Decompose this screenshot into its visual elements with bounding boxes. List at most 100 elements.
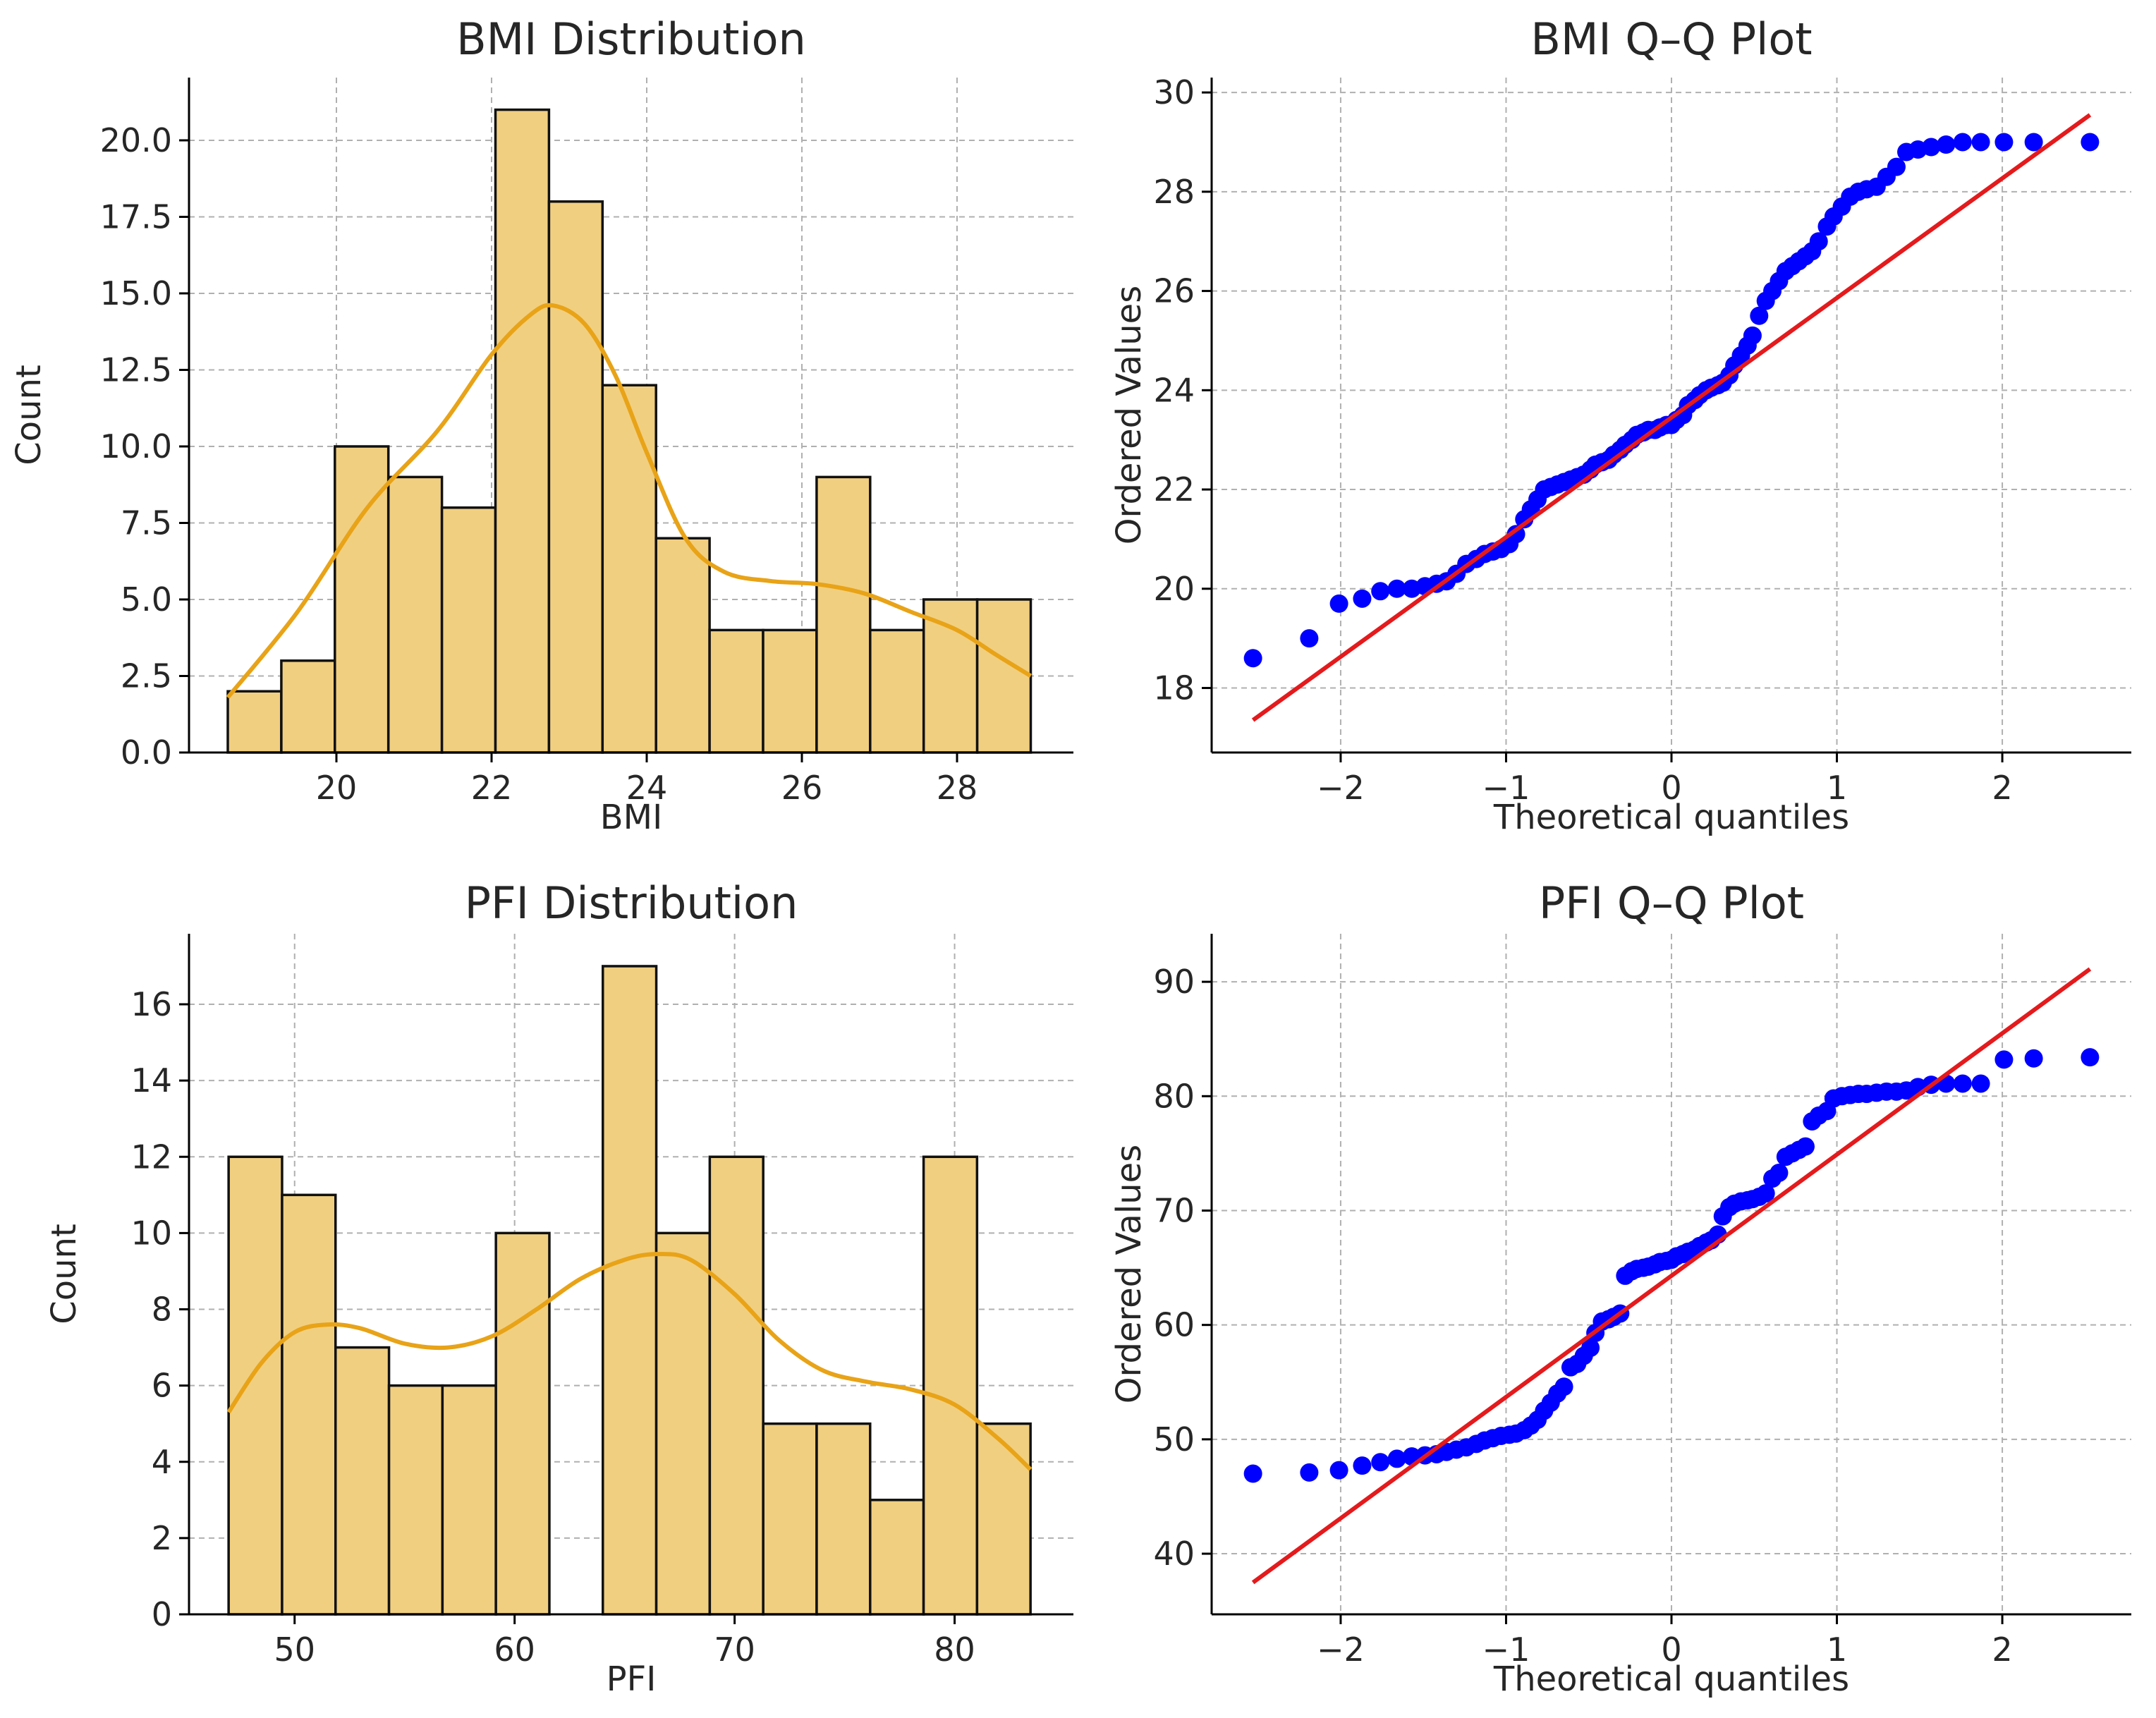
y-tick-label: 80 [1153, 1077, 1195, 1115]
y-axis-label: Ordered Values [1109, 1145, 1149, 1403]
kde-curve [226, 303, 1033, 699]
x-tick-label: 28 [937, 769, 978, 807]
histogram-bar [601, 384, 657, 754]
qq-point [1506, 525, 1525, 544]
qq-point [1994, 133, 2014, 152]
x-tick-label: 0 [1661, 769, 1681, 807]
histogram-bar [708, 628, 765, 754]
qq-point [1922, 138, 1941, 157]
histogram-bar [387, 1384, 444, 1616]
qq-point [1243, 1464, 1262, 1483]
histogram-bar [815, 475, 872, 754]
y-tick-label: 2 [152, 1519, 172, 1557]
qq-point [1554, 1377, 1573, 1396]
histogram-bar [440, 506, 497, 754]
histogram-bar [922, 598, 979, 754]
qq-point [1300, 1463, 1319, 1482]
x-tick-label: 50 [274, 1631, 315, 1669]
fit-line [1251, 967, 2092, 1585]
histogram-bar [869, 1499, 925, 1616]
histogram-bars [227, 965, 1032, 1616]
x-tick-label: −1 [1482, 769, 1530, 807]
chart-panel-4: −2 −1 0 1 2 40 50 60 70 80 90 PFI Q–Q Plot Theoretic… [1109, 877, 2131, 1699]
histogram-bar [334, 1346, 391, 1616]
y-tick-label: 20 [1153, 570, 1195, 608]
x-tick-label: 1 [1827, 1631, 1847, 1669]
qq-point [1750, 306, 1769, 325]
y-tick-label: 15.0 [100, 274, 172, 312]
histogram-bar [226, 690, 283, 754]
qq-point [1243, 649, 1262, 668]
y-tick-label: 5.0 [121, 580, 172, 619]
qq-point [1329, 594, 1348, 613]
qq-point [1971, 1074, 1990, 1093]
histogram-bar [975, 598, 1033, 754]
y-tick-label: 90 [1153, 963, 1195, 1001]
y-axis-label: Ordered Values [1109, 286, 1149, 544]
y-tick-label: 14 [130, 1061, 172, 1099]
histogram-bar [708, 1155, 765, 1616]
y-tick-label: 6 [152, 1367, 172, 1405]
y-axis-label: Count [9, 365, 49, 465]
histogram-bar [654, 1231, 712, 1616]
histogram-bar [815, 1422, 872, 1616]
fit-line [1251, 113, 2092, 722]
histogram-bar [281, 1193, 337, 1616]
y-tick-label: 12.5 [100, 351, 172, 389]
y-tick-label: 40 [1153, 1535, 1195, 1573]
x-tick-label: −1 [1482, 1631, 1530, 1669]
y-tick-label: 10.0 [100, 427, 172, 465]
chart-panel-1: 20 22 24 26 28 0.0 2.5 5.0 7.5 10.0 12.5 15.0 17.5 20… [9, 13, 1073, 837]
histogram-bar [654, 537, 711, 754]
y-tick-label: 16 [130, 985, 172, 1023]
y-axis-label: Count [44, 1224, 84, 1324]
qq-point [1770, 1163, 1789, 1182]
histogram-bar [494, 108, 551, 754]
x-tick-label: 2 [1992, 1631, 2012, 1669]
qq-point [1953, 1074, 1972, 1093]
y-tick-label: 17.5 [100, 197, 172, 236]
qq-points [1243, 1048, 2100, 1483]
y-tick-label: 0.0 [121, 733, 172, 772]
x-tick-label: 1 [1827, 769, 1847, 807]
y-tick-label: 7.5 [121, 504, 172, 542]
histogram-bar [547, 200, 604, 754]
x-tick-label: 22 [471, 769, 513, 807]
y-tick-label: 12 [130, 1138, 172, 1176]
y-tick-label: 28 [1153, 173, 1195, 211]
qq-point [1756, 1184, 1775, 1203]
qq-point [1353, 589, 1372, 608]
qq-point [1809, 232, 1828, 251]
chart-panel-2: −2 −1 0 1 2 18 20 22 24 26 28 30 BMI Q–Q Plot Theoret… [1109, 13, 2131, 837]
kde-curve [226, 1252, 1033, 1471]
y-tick-label: 30 [1153, 73, 1195, 111]
histogram-bar [869, 628, 925, 754]
histogram-bar [762, 628, 818, 754]
qq-point [1329, 1461, 1348, 1480]
y-tick-label: 20.0 [100, 121, 172, 159]
qq-point [2024, 133, 2043, 152]
x-axis-label: BMI [600, 798, 663, 837]
qq-point [2024, 1049, 2043, 1068]
histogram-bars [226, 108, 1033, 754]
qq-point [1953, 133, 1972, 152]
qq-point [1387, 1449, 1406, 1468]
qq-point [2081, 133, 2100, 152]
chart-title: BMI Q–Q Plot [1530, 13, 1812, 65]
qq-point [1387, 579, 1406, 598]
qq-point [2081, 1048, 2100, 1067]
qq-point [1581, 1339, 1600, 1358]
histogram-bar [922, 1155, 979, 1616]
x-axis-label: Theoretical quantiles [1493, 1659, 1849, 1699]
histogram-bar [975, 1422, 1032, 1616]
y-tick-label: 2.5 [121, 657, 172, 695]
qq-point [1994, 1050, 2014, 1069]
qq-point [1971, 133, 1990, 152]
chart-title: PFI Distribution [465, 877, 798, 929]
x-tick-label: 0 [1661, 1631, 1681, 1669]
histogram-bar [386, 475, 444, 754]
y-tick-label: 22 [1153, 470, 1195, 508]
x-tick-label: 2 [1992, 769, 2012, 807]
